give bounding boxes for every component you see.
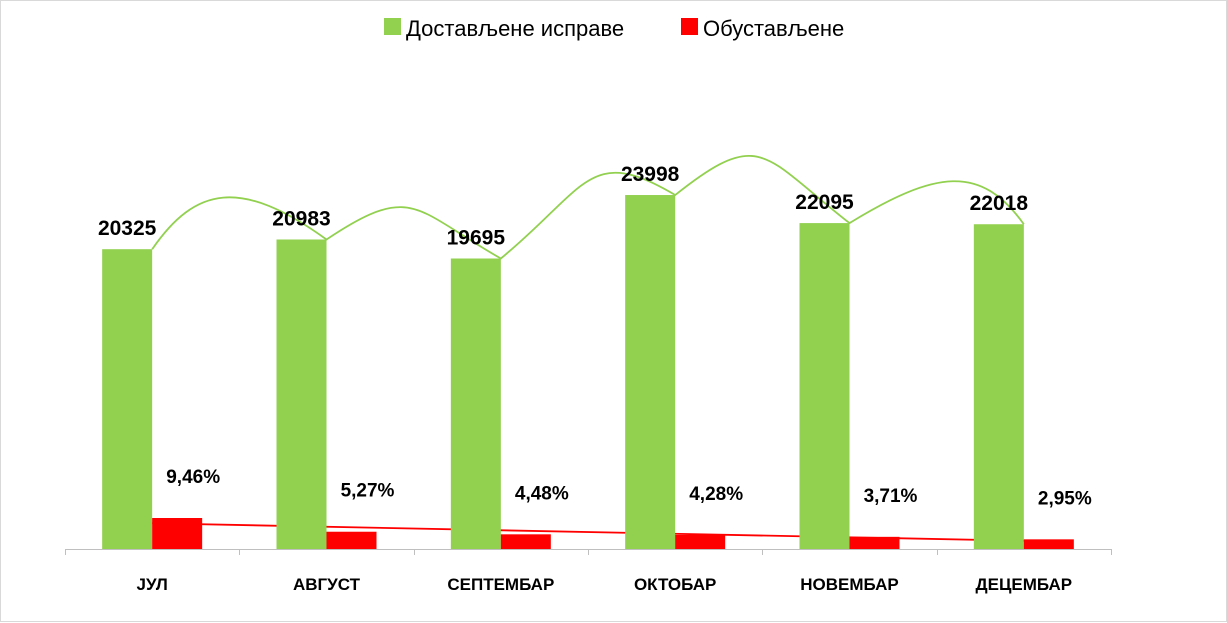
data-label-stopped: 4,28% [689,484,743,505]
data-label-delivered: 20325 [98,217,157,240]
category-label: ОКТОБАР [634,575,716,594]
category-label: АВГУСТ [293,575,361,594]
data-label-delivered: 23998 [621,163,680,186]
trendline-delivered [151,155,1025,260]
data-label-stopped: 3,71% [864,486,918,507]
category-label: ДЕЦЕМБАР [976,575,1073,594]
x-axis-ticks [65,549,1112,555]
category-label: ЈУЛ [137,575,168,594]
data-label-stopped: 4,48% [515,483,569,504]
bar-delivered [973,224,1024,549]
bars [102,195,1074,550]
legend: Достављене исправе Обустављене [384,16,844,41]
bar-stopped [500,534,551,549]
bar-delivered [799,223,850,549]
bar-stopped [326,531,377,549]
data-label-delivered: 22018 [970,192,1029,215]
data-labels: 20325 9,46% 20983 5,27% 19695 4,48% 23998 4,28%… [98,163,1092,509]
legend-swatch-delivered [384,18,401,35]
category-label: СЕПТЕМБАР [447,575,554,594]
category-label: НОВЕМБАР [800,575,898,594]
legend-label-delivered: Достављене исправе [406,16,624,41]
data-label-delivered: 19695 [447,226,506,249]
data-label-delivered: 20983 [272,208,330,231]
category-labels: ЈУЛ АВГУСТ СЕПТЕМБАР ОКТОБАР НОВЕМБАР ДЕЦЕМБА… [137,575,1073,594]
bar-stopped [152,518,203,549]
bar-stopped [1023,539,1074,549]
bar-stopped [675,534,726,549]
bar-delivered [450,258,501,549]
data-label-stopped: 5,27% [341,481,395,502]
bar-delivered [102,249,153,550]
data-label-delivered: 22095 [795,191,854,214]
bar-delivered [276,239,327,550]
legend-swatch-stopped [681,18,698,35]
data-label-stopped: 2,95% [1038,488,1092,509]
legend-label-stopped: Обустављене [703,16,844,41]
data-label-stopped: 9,46% [166,467,220,488]
bar-delivered [625,195,676,550]
bar-stopped [849,536,900,549]
